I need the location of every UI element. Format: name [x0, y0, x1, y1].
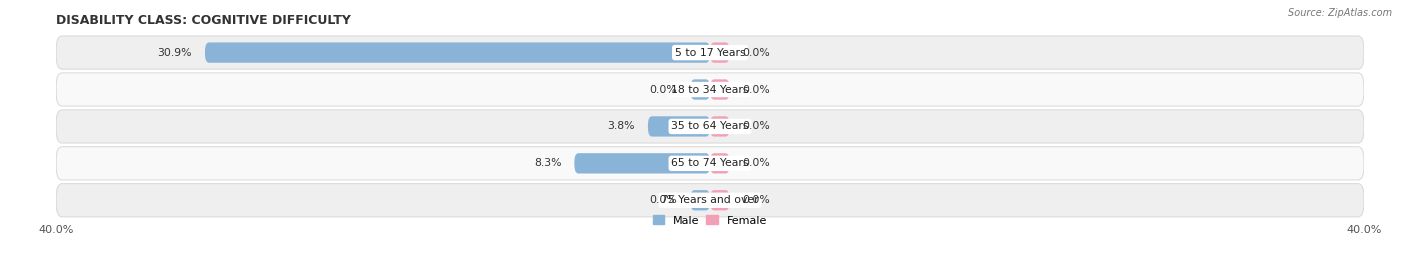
FancyBboxPatch shape	[56, 147, 1364, 180]
Text: 5 to 17 Years: 5 to 17 Years	[675, 48, 745, 58]
Text: 0.0%: 0.0%	[742, 121, 770, 132]
Text: 75 Years and over: 75 Years and over	[661, 195, 759, 205]
Text: 0.0%: 0.0%	[742, 84, 770, 94]
Legend: Male, Female: Male, Female	[648, 211, 772, 230]
FancyBboxPatch shape	[648, 116, 710, 137]
Text: 30.9%: 30.9%	[157, 48, 191, 58]
FancyBboxPatch shape	[710, 116, 730, 137]
Text: 8.3%: 8.3%	[534, 158, 561, 168]
Text: 3.8%: 3.8%	[607, 121, 636, 132]
FancyBboxPatch shape	[56, 110, 1364, 143]
Text: 0.0%: 0.0%	[742, 48, 770, 58]
FancyBboxPatch shape	[710, 190, 730, 210]
Text: 35 to 64 Years: 35 to 64 Years	[671, 121, 749, 132]
FancyBboxPatch shape	[205, 43, 710, 63]
Text: Source: ZipAtlas.com: Source: ZipAtlas.com	[1288, 8, 1392, 18]
Text: 0.0%: 0.0%	[650, 84, 678, 94]
FancyBboxPatch shape	[56, 184, 1364, 217]
FancyBboxPatch shape	[710, 43, 730, 63]
FancyBboxPatch shape	[56, 73, 1364, 106]
Text: 0.0%: 0.0%	[742, 158, 770, 168]
Text: 65 to 74 Years: 65 to 74 Years	[671, 158, 749, 168]
FancyBboxPatch shape	[575, 153, 710, 174]
Text: 18 to 34 Years: 18 to 34 Years	[671, 84, 749, 94]
Text: 0.0%: 0.0%	[650, 195, 678, 205]
FancyBboxPatch shape	[690, 190, 710, 210]
FancyBboxPatch shape	[710, 79, 730, 100]
Text: 0.0%: 0.0%	[742, 195, 770, 205]
FancyBboxPatch shape	[710, 153, 730, 174]
Text: DISABILITY CLASS: COGNITIVE DIFFICULTY: DISABILITY CLASS: COGNITIVE DIFFICULTY	[56, 14, 352, 27]
FancyBboxPatch shape	[56, 36, 1364, 69]
FancyBboxPatch shape	[690, 79, 710, 100]
